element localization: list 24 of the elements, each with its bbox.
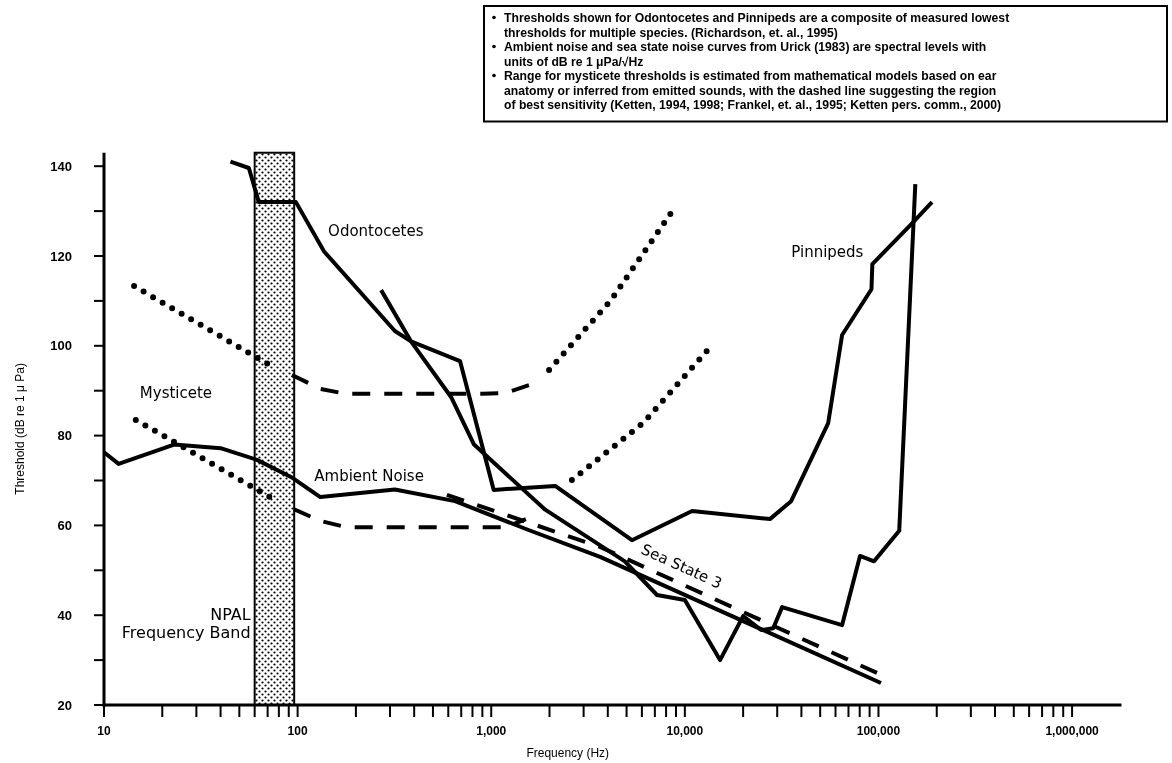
x-tick-label: 10,000 — [666, 724, 704, 738]
series-label: Ambient Noise — [314, 467, 424, 486]
y-tick-label: 140 — [50, 158, 72, 174]
x-axis-title: Frequency (Hz) — [526, 746, 610, 760]
series-label: Pinnipeds — [791, 243, 864, 262]
y-tick-label: 20 — [57, 697, 72, 713]
y-tick-label: 100 — [50, 338, 72, 354]
y-tick-label: 120 — [50, 248, 72, 264]
y-tick-label: 80 — [57, 428, 72, 444]
band-label: NPAL Frequency Band — [121, 605, 251, 642]
x-tick-label: 1,000,000 — [1045, 724, 1100, 738]
text: Ambient noise and sea state noise curves from Urick (1983) are spectral levels with units of dB re 1 μPa/√Hz — [504, 40, 987, 69]
y-tick-label: 60 — [57, 517, 72, 533]
text: Range for mysticete thresholds is estimated from mathematical models based on ear anatomy or inferred from emitted sounds, with the dashed line suggesting the region of best sensitivity (Ketten, 1994, 1998; Frankel, et. al., 1995; Ketten pers. comm., 2000) — [504, 69, 1002, 112]
x-tick-label: 100,000 — [856, 724, 901, 738]
y-tick-label: 40 — [57, 607, 72, 623]
text: Thresholds shown for Odontocetes and Pinnipeds are a composite of measured lowest thresholds for multiple species. (Richardson, et. al., 1995) — [504, 11, 1010, 40]
series-label: Odontocetes — [328, 221, 424, 240]
x-tick-label: 100 — [287, 724, 308, 738]
series-label: Mysticete — [139, 383, 213, 402]
text: Sea State 3 — [638, 540, 725, 593]
x-tick-label: 1,000 — [476, 724, 507, 738]
x-tick-label: 10 — [97, 724, 111, 738]
y-axis-title: Threshold (dB re 1 μ Pa) — [13, 363, 27, 495]
